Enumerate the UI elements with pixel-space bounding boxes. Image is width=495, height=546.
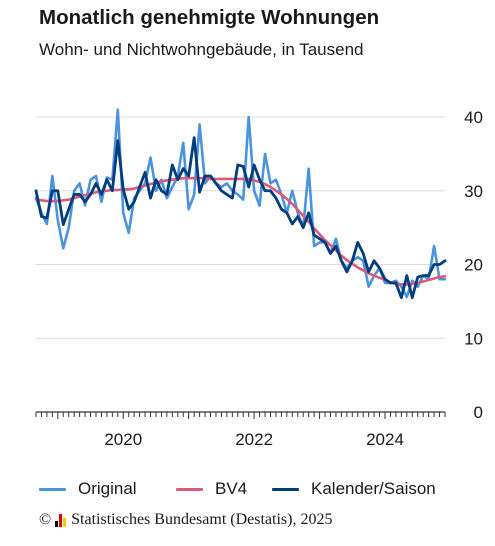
legend-label-kalender-saison: Kalender/Saison: [311, 479, 436, 498]
tick-labels: 0 10 20 30 40 2020 2022 2024: [104, 108, 483, 449]
y-tick-label: 0: [474, 403, 483, 422]
copyright-symbol: ©: [39, 511, 52, 528]
x-tick-label: 2022: [235, 430, 273, 449]
series-line-original: [34, 108, 447, 299]
gridlines: [36, 116, 445, 339]
legend-swatch-original: [39, 487, 66, 491]
legend-swatch-kalender-saison: [272, 487, 299, 491]
line-chart: 0 10 20 30 40 2020 2022 2024: [34, 108, 483, 449]
legend-label-original: Original: [78, 479, 137, 498]
legend-item-bv4: BV4: [176, 477, 247, 501]
source-text: Statistisches Bundesamt (Destatis), 2025: [71, 511, 333, 528]
series-line-bv4: [34, 176, 447, 286]
y-tick-label: 10: [464, 329, 483, 348]
legend-label-bv4: BV4: [215, 479, 248, 498]
chart-subtitle: Wohn- und Nichtwohngebäude, in Tausend: [39, 40, 364, 59]
series-lines: [34, 108, 447, 300]
y-tick-label: 30: [464, 182, 483, 201]
series-line-kalender-saison: [34, 136, 447, 300]
legend: Original BV4 Kalender/Saison: [39, 477, 479, 501]
x-tick-label: 2020: [104, 430, 142, 449]
destatis-logo-icon: [55, 513, 67, 527]
y-tick-label: 40: [464, 108, 483, 127]
chart-title: Monatlich genehmigte Wohnungen: [39, 6, 380, 29]
legend-item-original: Original: [39, 477, 137, 501]
x-axis: [35, 411, 446, 419]
legend-item-kalender-saison: Kalender/Saison: [272, 477, 436, 501]
y-tick-label: 20: [464, 256, 483, 275]
source-footer: © Statistisches Bundesamt (Destatis), 20…: [39, 511, 332, 529]
legend-swatch-bv4: [176, 487, 203, 491]
x-tick-label: 2024: [366, 430, 404, 449]
